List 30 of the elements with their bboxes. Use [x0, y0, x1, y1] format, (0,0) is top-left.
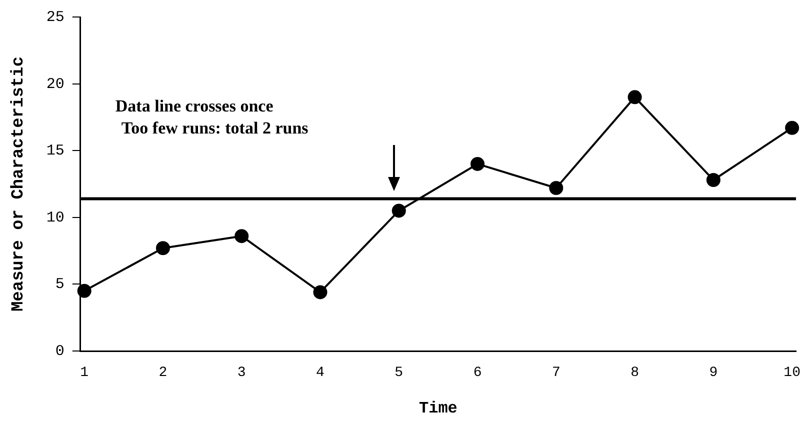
point [628, 90, 642, 104]
y-tick-label: 20 [46, 76, 64, 93]
x-axis-title: Time [419, 399, 458, 418]
annotation: Too few runs: total 2 runs [121, 118, 309, 138]
point [470, 156, 485, 171]
point [706, 172, 720, 187]
y-tick-label: 25 [46, 8, 64, 26]
x-tick-label: 7 [552, 365, 560, 382]
point [77, 284, 92, 298]
point [785, 120, 800, 135]
annotation: Data line crosses once [115, 96, 274, 116]
y-tick-label: 0 [55, 342, 64, 360]
point [234, 229, 249, 244]
y-tick-label: 5 [55, 276, 64, 294]
x-tick-label: 8 [630, 365, 639, 382]
x-tick-label: 3 [237, 365, 246, 382]
point [549, 181, 564, 196]
point [313, 285, 328, 300]
y-axis-title: Measure or Characteristic [9, 56, 28, 312]
x-tick-label: 9 [709, 365, 718, 382]
x-tick-label: 1 [80, 365, 89, 382]
point [156, 241, 170, 256]
y-tick-label: 15 [46, 142, 64, 160]
x-tick-label: 4 [316, 365, 324, 382]
x-tick-label: 2 [158, 365, 168, 382]
y-tick-label: 10 [46, 209, 64, 226]
x-tick-label: 6 [473, 365, 482, 382]
point [392, 204, 406, 218]
x-tick-label: 5 [394, 365, 404, 382]
x-tick-label: 10 [784, 365, 800, 382]
